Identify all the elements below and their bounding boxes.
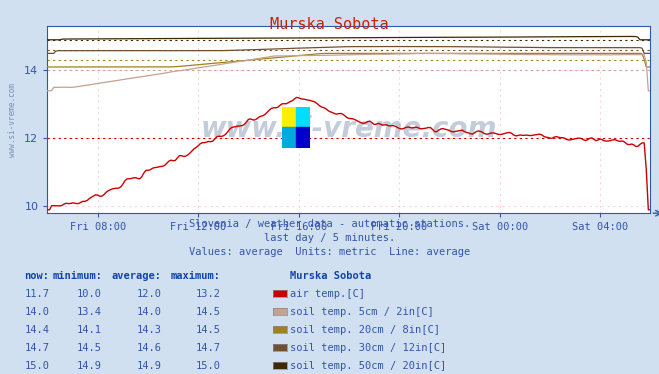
Text: Values: average  Units: metric  Line: average: Values: average Units: metric Line: aver… xyxy=(189,247,470,257)
Text: 14.6: 14.6 xyxy=(136,343,161,353)
Text: 12.0: 12.0 xyxy=(136,289,161,299)
Text: 13.4: 13.4 xyxy=(77,307,102,317)
Text: maximum:: maximum: xyxy=(171,271,221,281)
Text: minimum:: minimum: xyxy=(52,271,102,281)
Text: air temp.[C]: air temp.[C] xyxy=(290,289,365,299)
Text: soil temp. 20cm / 8in[C]: soil temp. 20cm / 8in[C] xyxy=(290,325,440,335)
Text: 13.2: 13.2 xyxy=(196,289,221,299)
Bar xyxy=(282,107,296,127)
Text: soil temp. 50cm / 20in[C]: soil temp. 50cm / 20in[C] xyxy=(290,361,446,371)
Text: 15.0: 15.0 xyxy=(24,361,49,371)
Text: 14.9: 14.9 xyxy=(77,361,102,371)
Text: soil temp. 30cm / 12in[C]: soil temp. 30cm / 12in[C] xyxy=(290,343,446,353)
Text: 14.5: 14.5 xyxy=(196,325,221,335)
Text: 10.0: 10.0 xyxy=(77,289,102,299)
Text: Murska Sobota: Murska Sobota xyxy=(270,17,389,32)
Text: 14.0: 14.0 xyxy=(24,307,49,317)
Bar xyxy=(296,107,310,127)
Text: 14.0: 14.0 xyxy=(136,307,161,317)
Text: 14.4: 14.4 xyxy=(24,325,49,335)
Text: 11.7: 11.7 xyxy=(24,289,49,299)
Text: average:: average: xyxy=(111,271,161,281)
Text: Murska Sobota: Murska Sobota xyxy=(290,271,371,281)
Text: 14.3: 14.3 xyxy=(136,325,161,335)
Text: 14.5: 14.5 xyxy=(196,307,221,317)
Text: 14.1: 14.1 xyxy=(77,325,102,335)
Text: 14.7: 14.7 xyxy=(196,343,221,353)
Text: soil temp. 5cm / 2in[C]: soil temp. 5cm / 2in[C] xyxy=(290,307,434,317)
Text: 14.9: 14.9 xyxy=(136,361,161,371)
Text: 15.0: 15.0 xyxy=(196,361,221,371)
Text: Slovenia / weather data - automatic stations.: Slovenia / weather data - automatic stat… xyxy=(189,219,470,229)
Text: now:: now: xyxy=(24,271,49,281)
Text: 14.7: 14.7 xyxy=(24,343,49,353)
Text: www.si-vreme.com: www.si-vreme.com xyxy=(8,83,17,157)
Text: last day / 5 minutes.: last day / 5 minutes. xyxy=(264,233,395,243)
Bar xyxy=(296,127,310,148)
Text: 14.5: 14.5 xyxy=(77,343,102,353)
Bar xyxy=(282,127,296,148)
Text: www.si-vreme.com: www.si-vreme.com xyxy=(201,115,497,143)
